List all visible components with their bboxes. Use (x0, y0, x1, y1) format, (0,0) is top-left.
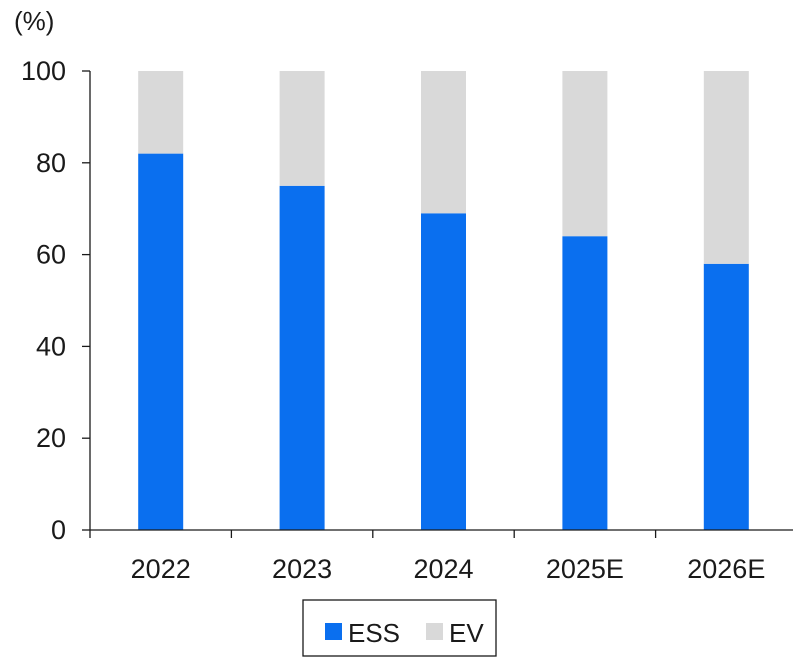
bar-ev-2025e (562, 71, 608, 237)
x-tick-label-2023: 2023 (272, 554, 332, 584)
legend-label-ess: ESS (348, 618, 400, 648)
bar-ess-2025e (562, 236, 608, 530)
bars-group (138, 71, 749, 531)
legend-swatch-ev (426, 623, 443, 640)
axes-group (89, 71, 793, 531)
bar-ess-2026e (703, 263, 749, 530)
y-tick-label: 100 (21, 56, 66, 86)
legend-swatch-ess (325, 623, 342, 640)
bar-ess-2024 (421, 213, 466, 531)
x-tick-label-2022: 2022 (131, 554, 191, 584)
legend-label-ev: EV (449, 618, 484, 648)
y-tick-label: 60 (36, 240, 66, 270)
bar-ev-2022 (138, 71, 184, 154)
x-ticks-group: 2022 2023 2024 2025E 2026E (89, 530, 765, 584)
x-tick-label-2025e: 2025E (546, 554, 624, 584)
bar-ess-2023 (279, 185, 325, 531)
y-axis-unit-label: (%) (14, 6, 54, 36)
y-tick-label: 20 (36, 423, 66, 453)
x-tick-label-2024: 2024 (413, 554, 473, 584)
legend-box (302, 599, 497, 657)
x-tick-label-2026e: 2026E (687, 554, 765, 584)
legend: ESS EV (302, 599, 497, 657)
bar-ev-2026e (703, 71, 749, 264)
y-ticks-group: 0 20 40 60 80 100 (21, 56, 90, 545)
y-tick-label: 0 (51, 515, 66, 545)
y-tick-label: 80 (36, 148, 66, 178)
bar-ev-2024 (421, 71, 466, 214)
bar-ev-2023 (279, 71, 325, 186)
y-tick-label: 40 (36, 331, 66, 361)
bar-ess-2022 (138, 153, 184, 530)
